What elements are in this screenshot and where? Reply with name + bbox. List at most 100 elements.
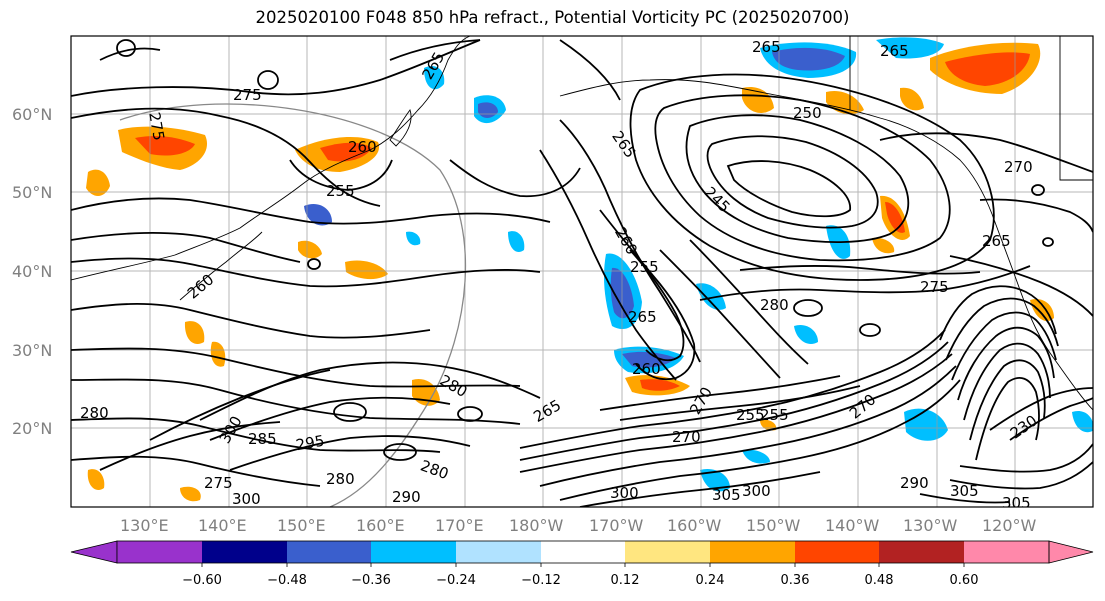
positive-anomaly-region — [1030, 298, 1054, 322]
colorbar-tick-label: 0.48 — [865, 573, 894, 588]
colorbar-segment — [287, 541, 371, 563]
lon-label: 130°W — [903, 516, 958, 535]
negative-anomaly-region — [1072, 411, 1093, 433]
positive-anomaly-region — [298, 240, 322, 259]
positive-anomaly-region — [210, 341, 226, 367]
colorbar-segment — [964, 541, 1049, 563]
colorbar-extend-right — [1048, 540, 1094, 564]
negative-anomaly-region — [700, 468, 730, 492]
latitude-labels: 60°N 50°N 40°N 30°N 20°N — [12, 105, 52, 438]
lat-label: 40°N — [12, 262, 52, 281]
positive-anomaly-region — [945, 52, 1030, 86]
contour-label: 275 — [145, 111, 168, 142]
contour-label: 305 — [1002, 494, 1031, 512]
contour-label: 275 — [233, 86, 262, 104]
lat-label: 60°N — [12, 105, 52, 124]
negative-anomaly-region — [772, 47, 845, 71]
contour-label: 270 — [1004, 158, 1033, 176]
contour-label: 255 — [326, 182, 355, 200]
colorbar-tick-label: 0.60 — [950, 573, 979, 588]
contour-label: 280 — [80, 404, 109, 422]
colorbar-segment — [625, 541, 710, 563]
lat-label: 20°N — [12, 419, 52, 438]
negative-anomaly-region — [742, 449, 770, 464]
contour-label: 260 — [348, 138, 377, 156]
contour-label: 295 — [294, 432, 325, 455]
lat-label: 30°N — [12, 341, 52, 360]
positive-anomaly-region — [184, 321, 205, 344]
colorbar-segment — [795, 541, 879, 563]
colorbar-tick-label: −0.36 — [351, 573, 391, 588]
colorbar-tick-label: −0.60 — [182, 573, 222, 588]
colorbar-segment — [202, 541, 287, 563]
colorbar-tick-label: 0.36 — [781, 573, 810, 588]
negative-anomaly-region — [794, 324, 818, 345]
map-border — [70, 35, 1094, 508]
contour-label: 290 — [392, 488, 421, 506]
reference-arc — [119, 103, 467, 507]
page-title: 2025020100 F048 850 hPa refract., Potent… — [255, 8, 850, 27]
colorbar-tick-label: −0.48 — [267, 573, 307, 588]
colorbar-segment — [879, 541, 964, 563]
lon-label: 180°W — [509, 516, 564, 535]
colorbar-tick-label: −0.24 — [436, 573, 476, 588]
colorbar-segment — [541, 541, 625, 563]
lon-label: 170°E — [435, 516, 484, 535]
contour-label: 305 — [950, 482, 979, 500]
lon-label: 140°W — [825, 516, 880, 535]
lat-label: 50°N — [12, 183, 52, 202]
negative-anomaly-region — [876, 37, 944, 59]
contour-label: 255 — [760, 406, 789, 424]
contour-label: 300 — [610, 484, 639, 502]
positive-anomaly-region — [87, 469, 105, 490]
colorbar-extend-left — [70, 540, 118, 564]
contour-label: 265 — [880, 42, 909, 60]
positive-anomaly-region — [640, 379, 680, 391]
colorbar-segment — [117, 541, 202, 563]
colorbar: −0.60 −0.48 −0.36 −0.24 −0.12 0.12 0.24 … — [70, 540, 1094, 588]
contour-label: 270 — [672, 428, 701, 446]
colorbar-segment — [710, 541, 795, 563]
lon-label: 150°W — [746, 516, 801, 535]
longitude-labels: 130°E 140°E 150°E 160°E 170°E 180°W 170°… — [120, 516, 1037, 535]
positive-anomaly-region — [320, 142, 372, 162]
negative-anomaly-region — [424, 65, 445, 90]
lon-label: 120°W — [982, 516, 1037, 535]
negative-anomaly-region — [304, 203, 332, 226]
contour-label: 300 — [232, 490, 261, 508]
contour-label: 265 — [982, 232, 1011, 250]
contour-label: 275 — [920, 278, 949, 296]
positive-anomaly-region — [872, 237, 895, 254]
anomaly-fills — [86, 37, 1093, 502]
lon-label: 140°E — [198, 516, 247, 535]
colorbar-tick-label: −0.12 — [521, 573, 561, 588]
contour-label: 265 — [752, 38, 781, 56]
lon-label: 170°W — [589, 516, 644, 535]
positive-anomaly-region — [86, 169, 110, 196]
contour-label: 280 — [760, 296, 789, 314]
lon-label: 160°W — [667, 516, 722, 535]
contour-label: 285 — [248, 430, 277, 448]
colorbar-tick-label: 0.12 — [611, 573, 640, 588]
negative-anomaly-region — [406, 231, 421, 246]
map-panel: 275 275 265 265 255 250 260 255 265 245 … — [71, 36, 1093, 512]
positive-anomaly-region — [900, 87, 924, 111]
contour-label: 275 — [204, 474, 233, 492]
negative-anomaly-region — [696, 283, 726, 310]
lon-label: 130°E — [120, 516, 169, 535]
contour-label: 290 — [900, 474, 929, 492]
contour-label: 255 — [630, 258, 659, 276]
positive-anomaly-region — [180, 486, 201, 502]
colorbar-segment — [371, 541, 456, 563]
contour-label: 260 — [632, 360, 661, 378]
colorbar-segment — [456, 541, 541, 563]
contour-lines — [71, 39, 1093, 507]
lon-label: 150°E — [277, 516, 326, 535]
contour-label: 265 — [628, 308, 657, 326]
negative-anomaly-region — [508, 231, 525, 252]
contour-label: 280 — [326, 470, 355, 488]
lon-label: 160°E — [356, 516, 405, 535]
colorbar-frame — [116, 540, 1050, 564]
contour-label: 300 — [742, 482, 771, 500]
